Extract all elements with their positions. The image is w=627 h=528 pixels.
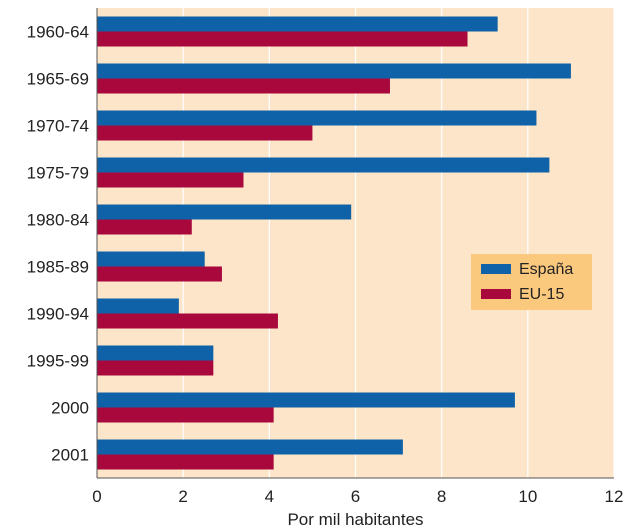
category-label: 1970-74 [27,117,89,136]
category-label: 1985-89 [27,258,89,277]
legend: España EU-15 [471,254,592,310]
bar-eu15 [97,454,274,470]
bar-eu15 [97,360,214,376]
bar-espana [97,204,352,220]
legend-label-eu15: EU-15 [519,286,564,303]
legend-box [471,254,592,310]
legend-swatch-eu15 [481,289,511,299]
category-label: 1965-69 [27,70,89,89]
bar-eu15 [97,78,390,94]
bars [97,16,571,470]
legend-swatch-espana [481,264,511,274]
bar-eu15 [97,125,313,141]
x-tick-label: 4 [265,487,274,506]
x-tick-label: 10 [518,487,537,506]
x-tick-label: 0 [92,487,101,506]
category-label: 1995-99 [27,352,89,371]
bar-eu15 [97,219,192,235]
bar-espana [97,392,515,408]
bar-eu15 [97,266,222,282]
category-label: 1990-94 [27,305,89,324]
bar-espana [97,110,537,126]
bar-espana [97,251,205,267]
category-label: 1975-79 [27,164,89,183]
x-tick-label: 12 [605,487,624,506]
x-axis-title: Por mil habitantes [287,510,423,528]
bar-espana [97,63,571,79]
bar-espana [97,157,550,173]
x-tick-label: 2 [178,487,187,506]
bar-espana [97,298,179,314]
bar-eu15 [97,407,274,423]
axes: 0 2 4 6 8 10 12 1960-64 1965-69 1970-74 1975-79 198… [27,8,624,506]
x-tick-label: 6 [351,487,360,506]
bar-espana [97,439,403,455]
bar-eu15 [97,313,278,329]
bar-espana [97,16,498,32]
bar-eu15 [97,172,244,188]
x-tick-label: 8 [437,487,446,506]
category-label: 2000 [51,399,89,418]
bar-eu15 [97,31,468,47]
category-label: 1980-84 [27,211,89,230]
legend-label-espana: España [519,261,573,278]
bar-espana [97,345,214,361]
category-label: 1960-64 [27,23,89,42]
category-label: 2001 [51,446,89,465]
